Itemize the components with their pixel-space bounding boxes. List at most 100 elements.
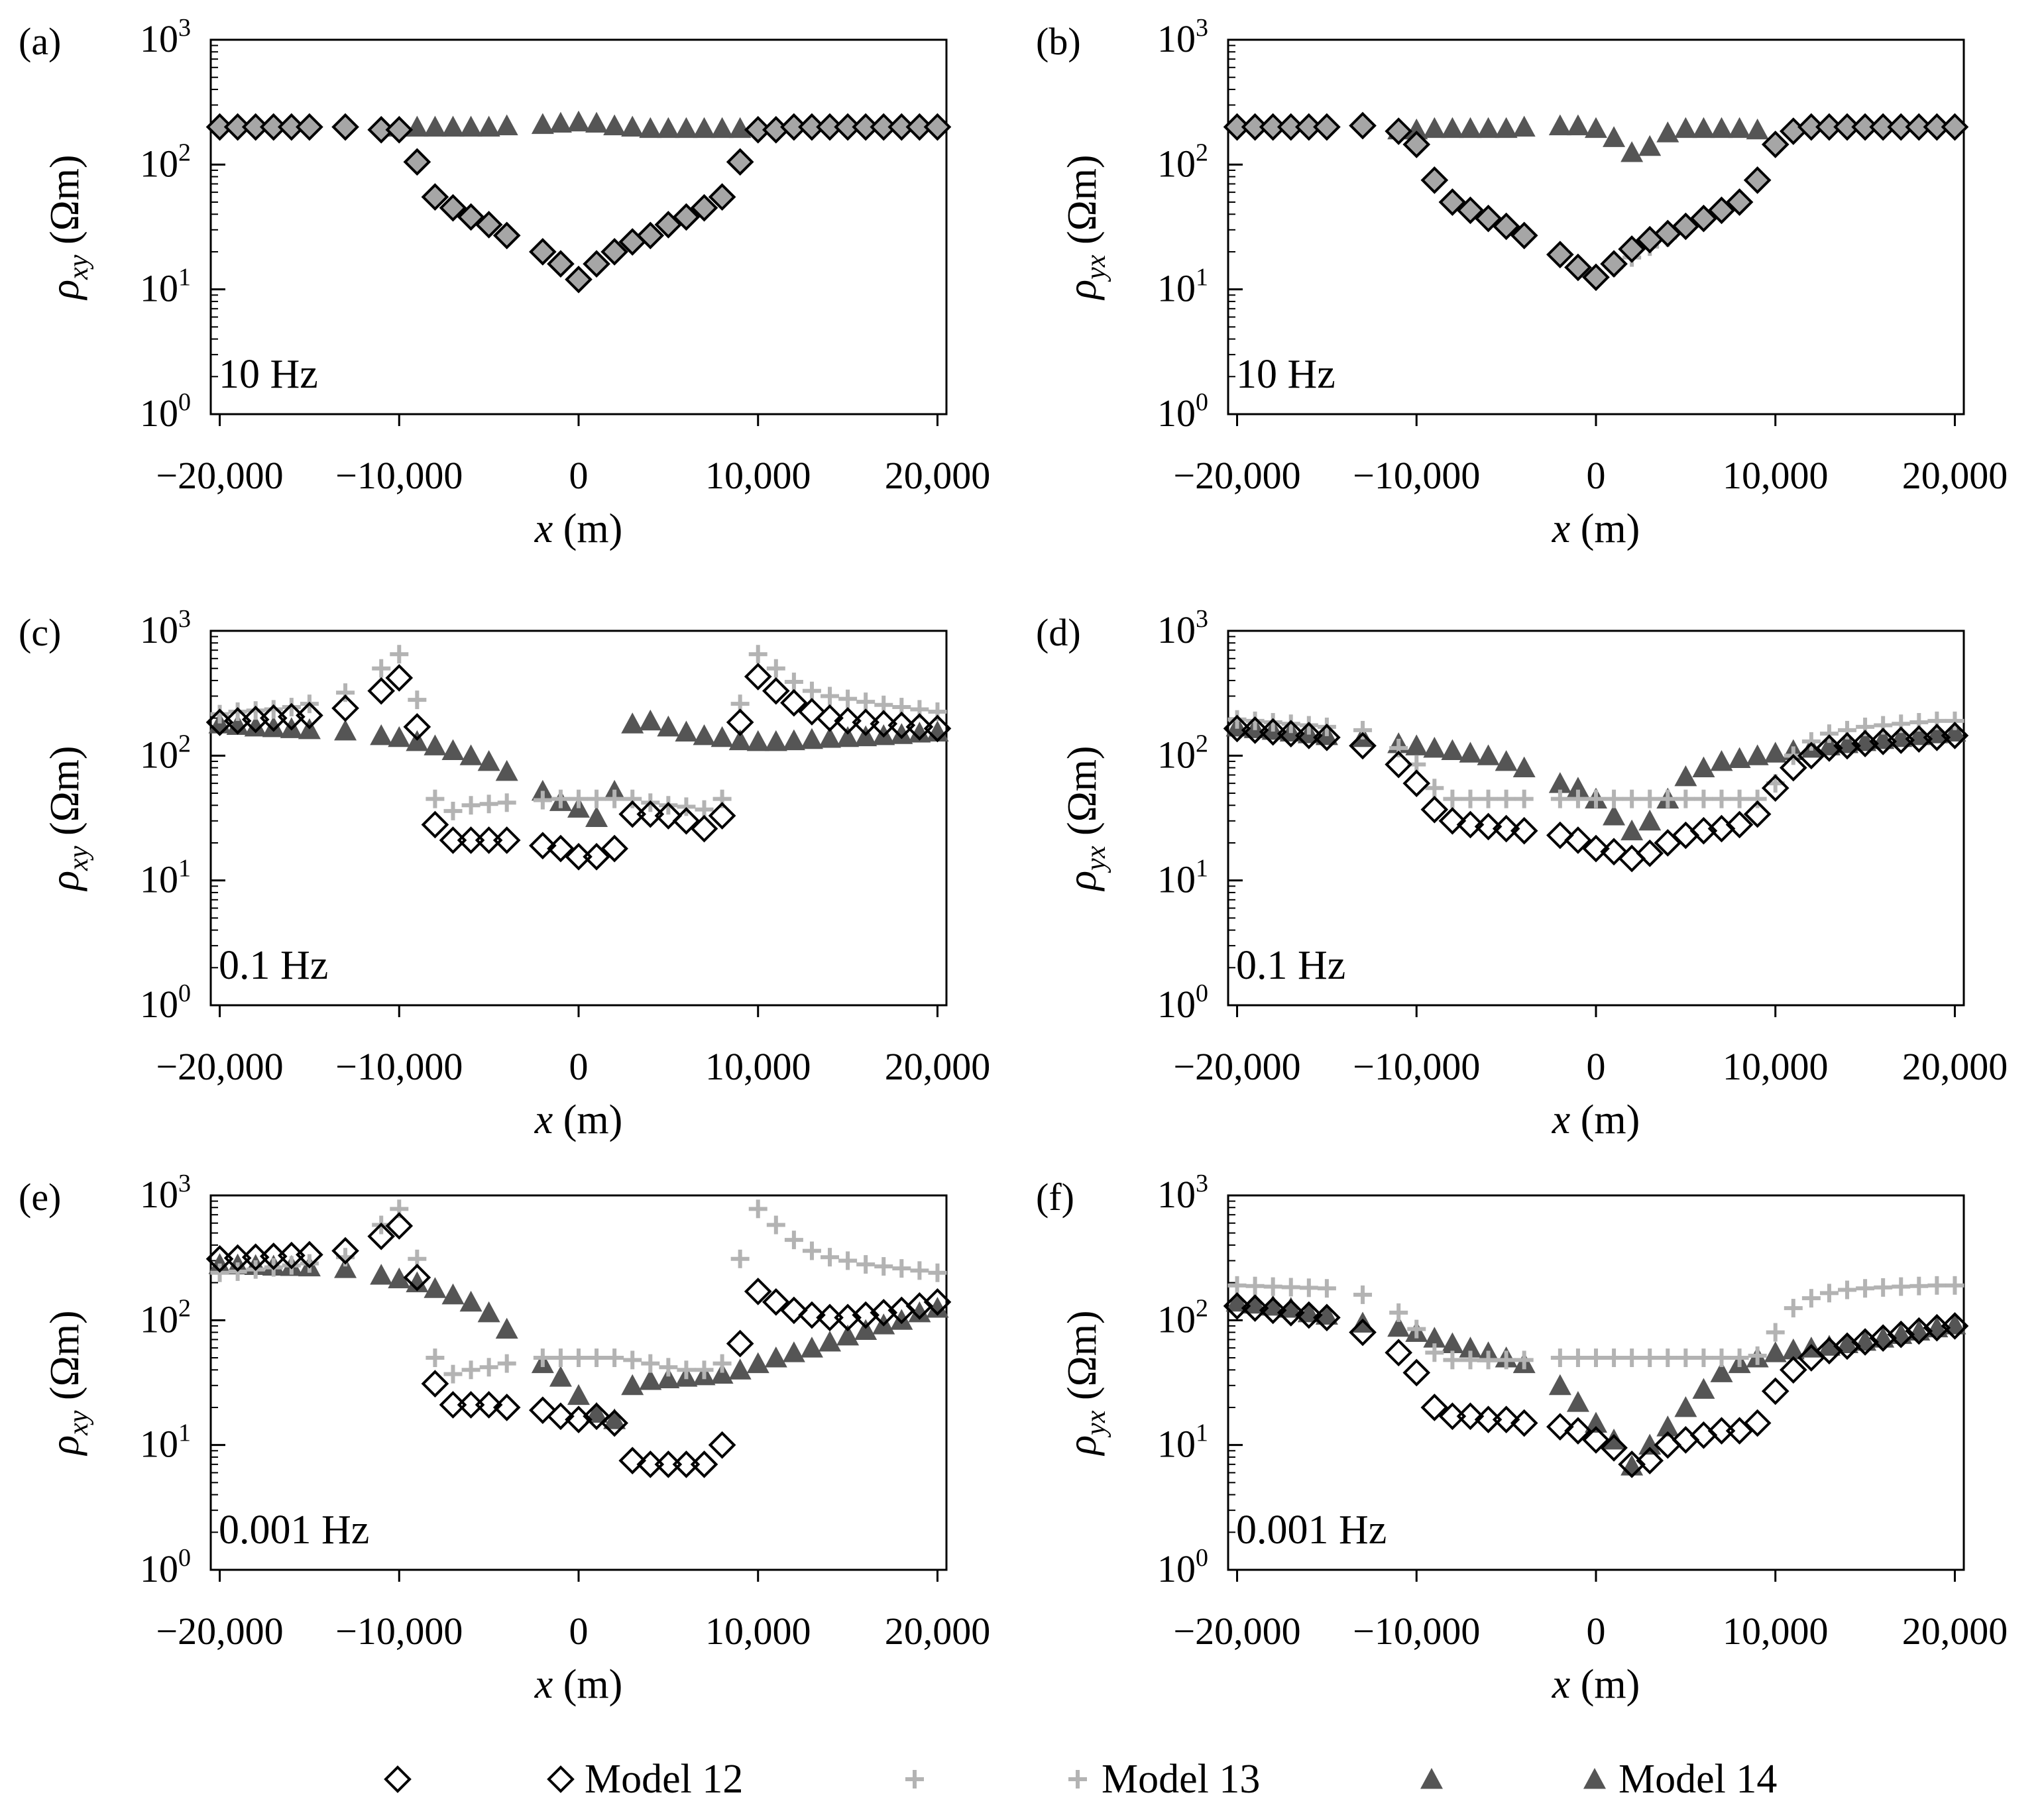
plus-point bbox=[1514, 1350, 1534, 1370]
series-model-13 bbox=[1227, 710, 1964, 808]
y-tick-base: 10 bbox=[1157, 1423, 1196, 1466]
plus-point bbox=[1550, 789, 1569, 808]
y-tick-label: 103 bbox=[140, 14, 191, 60]
diamond-point bbox=[672, 203, 701, 231]
diamond-point bbox=[1743, 166, 1772, 194]
plus-point bbox=[479, 795, 498, 814]
legend-label: Model 13 bbox=[1102, 1757, 1260, 1802]
diamond-point bbox=[529, 1396, 557, 1424]
diamond-point bbox=[296, 701, 323, 730]
plus-point bbox=[1281, 1278, 1300, 1297]
y-tick-label: 103 bbox=[140, 605, 191, 651]
plus-point bbox=[569, 789, 588, 808]
x-tick-label: 20,000 bbox=[1902, 454, 2008, 497]
diamond-point bbox=[1797, 113, 1825, 141]
triangle-point bbox=[585, 111, 608, 133]
diamond-point bbox=[367, 677, 396, 705]
y-tick-exponent: 0 bbox=[1196, 388, 1208, 416]
plus-point bbox=[1281, 714, 1300, 734]
y-axis-symbol: ρ bbox=[42, 280, 87, 301]
triangle-point bbox=[226, 714, 249, 736]
legend-plus-icon bbox=[1068, 1770, 1087, 1788]
plus-point bbox=[1227, 710, 1247, 729]
diamond-point bbox=[1510, 816, 1538, 845]
plus-point bbox=[1263, 1277, 1282, 1296]
diamond-point bbox=[870, 710, 898, 738]
y-tick-base: 10 bbox=[140, 1423, 178, 1466]
diamond-point bbox=[1941, 722, 1969, 749]
diamond-point bbox=[1474, 204, 1503, 233]
x-tick-label: 0 bbox=[1587, 1610, 1606, 1653]
plus-point bbox=[623, 1350, 642, 1370]
y-tick-label: 102 bbox=[1157, 138, 1208, 185]
triangle-point bbox=[908, 722, 931, 743]
plus-point bbox=[856, 1255, 876, 1274]
triangle-point bbox=[890, 1309, 913, 1330]
diamond-point bbox=[708, 802, 736, 830]
triangle-point bbox=[567, 1384, 590, 1405]
diamond-point bbox=[905, 713, 934, 741]
diamond-point bbox=[331, 694, 359, 722]
triangle-point bbox=[1620, 141, 1644, 162]
triangle-point bbox=[370, 1264, 393, 1285]
plus-point bbox=[533, 791, 552, 810]
legend-label: Model 14 bbox=[1618, 1757, 1777, 1802]
plus-point bbox=[1317, 1279, 1336, 1298]
y-tick-exponent: 0 bbox=[1196, 979, 1208, 1007]
triangle-point bbox=[549, 111, 572, 133]
diamond-point bbox=[1672, 212, 1700, 241]
plus-point bbox=[1945, 711, 1964, 730]
plus-point bbox=[1892, 714, 1911, 734]
plus-point bbox=[1568, 1348, 1587, 1368]
triangle-point bbox=[424, 1277, 447, 1298]
y-tick-base: 10 bbox=[1157, 1547, 1196, 1590]
diamond-point bbox=[475, 826, 503, 854]
diamond-point bbox=[744, 663, 772, 690]
diamond-point bbox=[887, 113, 916, 141]
y-tick-label: 100 bbox=[140, 1544, 191, 1590]
diamond-point bbox=[780, 688, 808, 717]
triangle-point bbox=[1638, 135, 1662, 156]
legend-label: Model 12 bbox=[585, 1757, 743, 1802]
x-tick-label: −10,000 bbox=[335, 1610, 463, 1653]
diamond-point bbox=[852, 708, 880, 736]
diamond-point bbox=[1420, 1394, 1449, 1421]
plus-point bbox=[1676, 1348, 1695, 1368]
triangle-point bbox=[1603, 126, 1626, 147]
diamond-point bbox=[870, 113, 898, 141]
plus-point bbox=[1909, 1276, 1929, 1295]
y-tick-exponent: 1 bbox=[1196, 264, 1208, 292]
plus-point bbox=[1748, 1346, 1767, 1365]
plus-point bbox=[1730, 789, 1749, 808]
y-tick-exponent: 0 bbox=[178, 388, 191, 416]
diamond-point bbox=[547, 250, 575, 278]
x-tick-label: 20,000 bbox=[1902, 1610, 2008, 1653]
diamond-point bbox=[654, 802, 683, 830]
triangle-point bbox=[675, 117, 698, 138]
diamond-point bbox=[223, 113, 252, 141]
triangle-point bbox=[244, 715, 267, 737]
y-tick-exponent: 3 bbox=[1196, 1170, 1208, 1197]
x-tick-label: −10,000 bbox=[1353, 454, 1480, 497]
y-axis-label: ρyx (Ωm) bbox=[1060, 154, 1111, 300]
y-tick-exponent: 0 bbox=[1196, 1544, 1208, 1572]
diamond-point bbox=[905, 113, 934, 141]
diamond-point bbox=[1582, 263, 1610, 292]
diamond-point bbox=[1223, 113, 1251, 141]
plus-point bbox=[246, 701, 265, 720]
plus-point bbox=[1819, 1284, 1839, 1303]
diamond-point bbox=[1941, 113, 1969, 141]
plus-point bbox=[928, 1263, 947, 1282]
triangle-point bbox=[1441, 1332, 1464, 1354]
y-axis-unit: (Ωm) bbox=[1060, 745, 1105, 846]
triangle-point bbox=[495, 1317, 518, 1339]
series-model-12 bbox=[205, 1212, 952, 1478]
triangle-point bbox=[603, 114, 626, 136]
diamond-point bbox=[1456, 810, 1485, 839]
panel-label: (f) bbox=[1036, 1176, 1074, 1219]
y-tick-label: 100 bbox=[1157, 979, 1208, 1026]
y-tick-label: 102 bbox=[140, 138, 191, 185]
triangle-point bbox=[1566, 114, 1589, 136]
